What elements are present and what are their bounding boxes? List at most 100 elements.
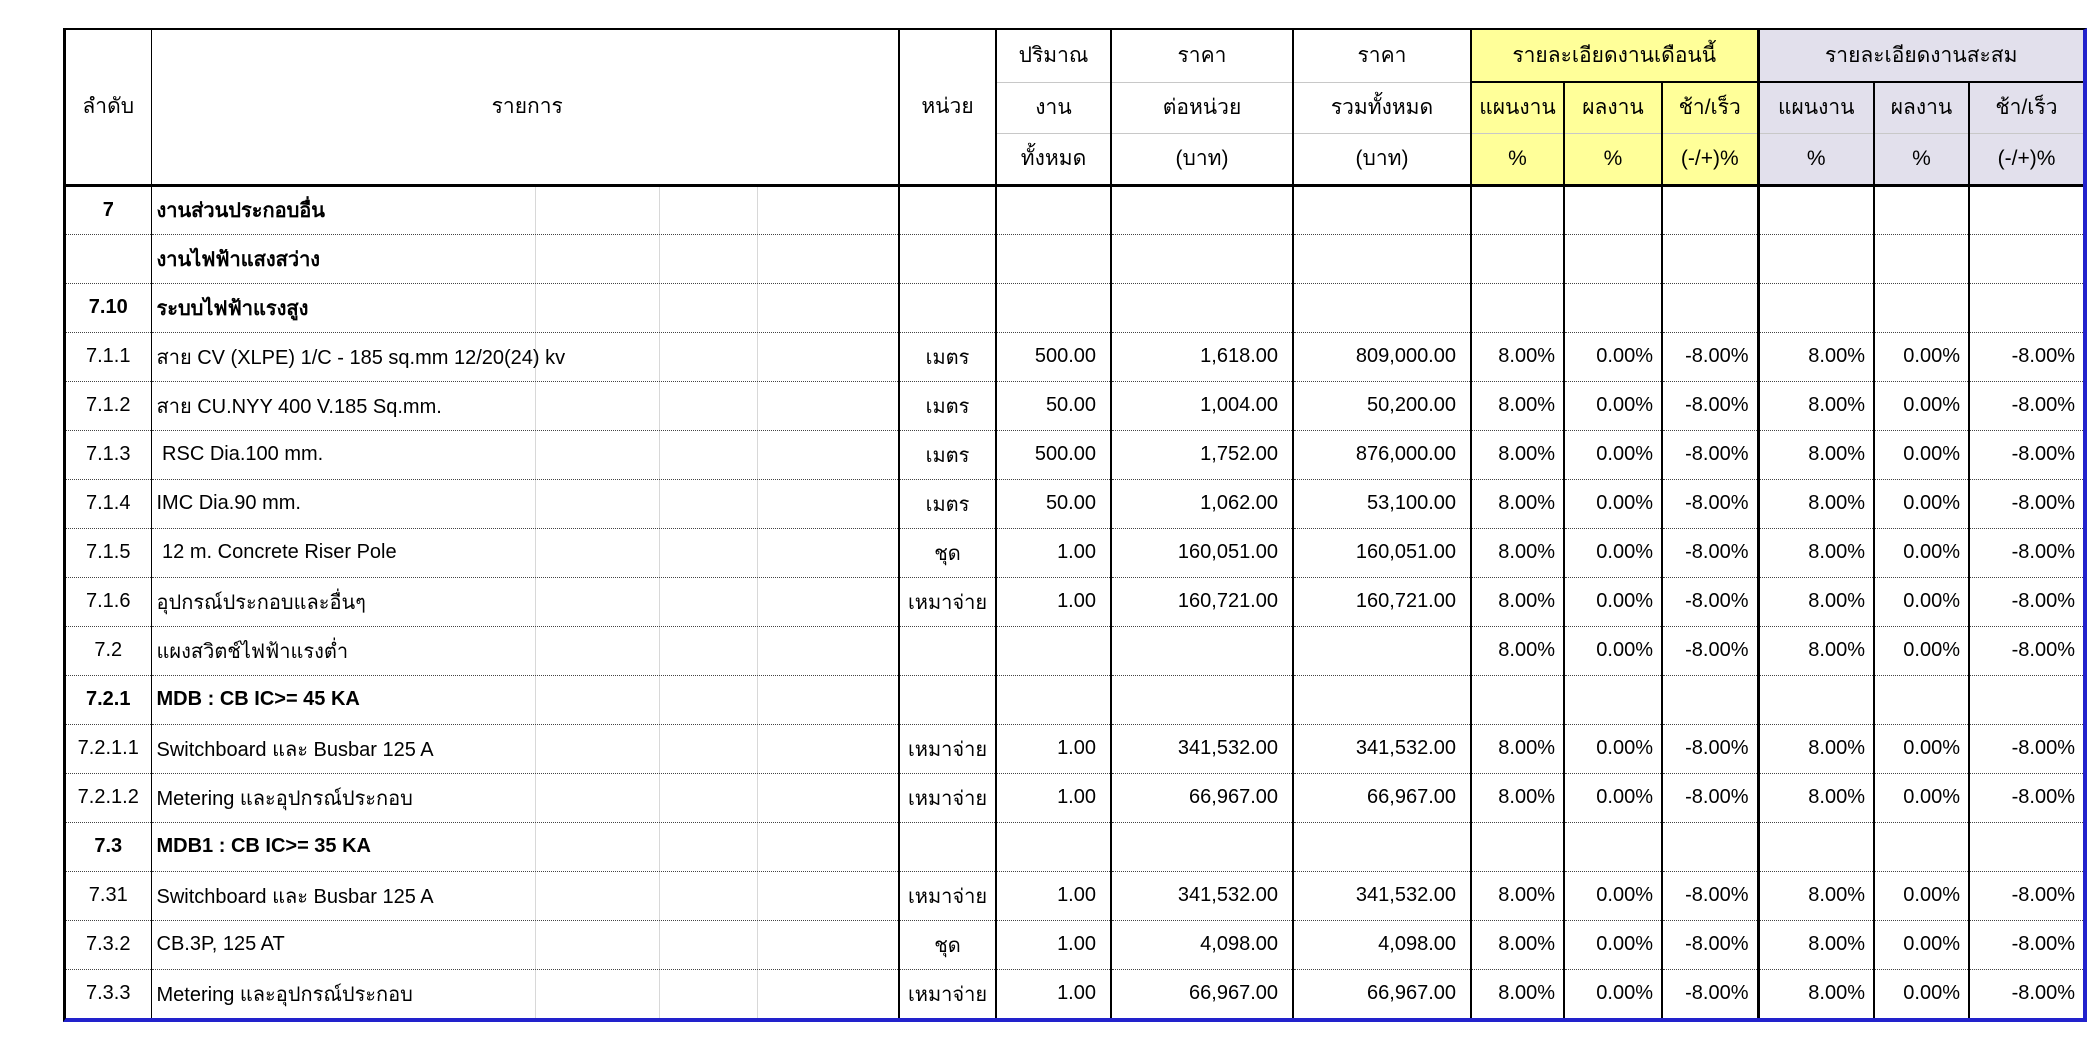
table-row: 7.3.2 CB.3P, 125 AT ชุด 1.00 4,098.00 4,… [66,919,2083,969]
cell-item: RSC Dia.100 mm. [150,429,899,479]
cell-month-actual: 0.00% [1563,331,1662,381]
cell-cumulative-diff: -8.00% [1968,527,2083,577]
cell-month-actual: 0.00% [1563,527,1662,577]
cell-month-diff: -8.00% [1661,478,1758,528]
cell-item: IMC Dia.90 mm. [150,478,899,528]
cell-cumulative-diff: -8.00% [1968,625,2083,675]
cell-total-price: 66,967.00 [1292,968,1471,1018]
cell-item: งานไฟฟ้าแสงสว่าง [150,233,899,283]
cell-item: 12 m. Concrete Riser Pole [150,527,899,577]
cell-unit: เมตร [898,478,996,528]
cell-month-diff: -8.00% [1661,772,1758,822]
cell-cumulative-diff: -8.00% [1968,723,2083,773]
cell-month-actual: 0.00% [1563,919,1662,969]
cell-total-price: 66,967.00 [1292,772,1471,822]
cell-unit-price: 1,618.00 [1110,331,1293,381]
cell-cumulative-actual: 0.00% [1873,429,1969,479]
cell-month-diff: -8.00% [1661,527,1758,577]
cell-month-actual [1563,674,1662,724]
cell-unit-price: 160,051.00 [1110,527,1293,577]
cell-month-plan: 8.00% [1470,478,1564,528]
cell-month-plan: 8.00% [1470,625,1564,675]
cell-total-price [1292,625,1471,675]
header-qty-line1: ปริมาณ [995,30,1111,82]
cell-cumulative-actual: 0.00% [1873,380,1969,430]
cell-no: 7.3 [66,821,151,871]
cell-unit-price: 66,967.00 [1110,968,1293,1018]
cell-total-price [1292,674,1471,724]
cell-cumulative-diff: -8.00% [1968,331,2083,381]
cell-month-actual: 0.00% [1563,723,1662,773]
cell-cumulative-plan: 8.00% [1756,429,1874,479]
table-row: 7.2 แผงสวิตช์ไฟฟ้าแรงต่ำ 8.00% 0.00% -8.… [66,625,2083,675]
cell-cumulative-plan: 8.00% [1756,919,1874,969]
cell-no: 7.1.4 [66,478,151,528]
header-qty-line3: ทั้งหมด [995,132,1111,185]
cell-cumulative-diff [1968,821,2083,871]
cell-cumulative-actual: 0.00% [1873,968,1969,1018]
cell-no: 7.3.3 [66,968,151,1018]
cell-unit: ชุด [898,919,996,969]
cell-unit-price: 66,967.00 [1110,772,1293,822]
cell-month-plan [1470,282,1564,332]
cell-unit-price: 341,532.00 [1110,870,1293,920]
cell-qty: 1.00 [995,968,1111,1018]
cell-cumulative-diff: -8.00% [1968,576,2083,626]
cell-month-plan [1470,674,1564,724]
cell-total-price [1292,821,1471,871]
cell-cumulative-plan: 8.00% [1756,723,1874,773]
cell-month-plan [1470,821,1564,871]
cell-unit-price [1110,185,1293,234]
header-item: รายการ [150,30,899,185]
cell-no: 7.3.2 [66,919,151,969]
cell-total-price: 160,051.00 [1292,527,1471,577]
cell-cumulative-diff: -8.00% [1968,870,2083,920]
cell-unit [898,282,996,332]
cell-cumulative-actual: 0.00% [1873,478,1969,528]
cell-cumulative-plan [1756,821,1874,871]
cell-no: 7.1.3 [66,429,151,479]
cell-unit-price: 4,098.00 [1110,919,1293,969]
cell-month-diff: -8.00% [1661,968,1758,1018]
cell-unit [898,821,996,871]
cell-cumulative-actual [1873,282,1969,332]
header-unit-price-line1: ราคา [1110,30,1293,82]
cell-month-diff: -8.00% [1661,576,1758,626]
cell-month-actual: 0.00% [1563,870,1662,920]
cell-month-diff [1661,282,1758,332]
cell-month-actual: 0.00% [1563,380,1662,430]
cell-unit: เมตร [898,429,996,479]
cell-month-actual [1563,233,1662,283]
cell-qty [995,625,1111,675]
cell-cumulative-plan: 8.00% [1756,772,1874,822]
table-row: 7.1.1 สาย CV (XLPE) 1/C - 185 sq.mm 12/2… [66,331,2083,381]
cell-total-price [1292,233,1471,283]
cell-item: สาย CV (XLPE) 1/C - 185 sq.mm 12/20(24) … [150,331,899,381]
cell-no: 7.2.1.1 [66,723,151,773]
header-cumulative-group-title: รายละเอียดงานสะสม [1756,30,2083,82]
cell-qty [995,282,1111,332]
cell-month-diff: -8.00% [1661,331,1758,381]
cell-no [66,233,151,283]
table-header: ลำดับ รายการ หน่วย ปริมาณ ราคา ราคา รายล… [66,30,2083,185]
cell-month-actual: 0.00% [1563,625,1662,675]
cell-cumulative-diff: -8.00% [1968,772,2083,822]
cell-item: Metering และอุปกรณ์ประกอบ [150,772,899,822]
cell-cumulative-plan [1756,185,1874,234]
cell-cumulative-actual: 0.00% [1873,331,1969,381]
cell-total-price: 809,000.00 [1292,331,1471,381]
header-cumulative-diff-unit: (-/+)% [1968,132,2083,185]
table-row: 7 งานส่วนประกอบอื่น [66,185,2083,234]
cell-no: 7.1.2 [66,380,151,430]
cell-unit-price: 160,721.00 [1110,576,1293,626]
cell-cumulative-actual: 0.00% [1873,919,1969,969]
cell-month-diff [1661,233,1758,283]
cell-unit: เหมาจ่าย [898,723,996,773]
header-cumulative-plan: แผนงาน [1756,81,1874,133]
cell-month-plan [1470,233,1564,283]
cell-month-actual: 0.00% [1563,968,1662,1018]
cell-cumulative-actual: 0.00% [1873,772,1969,822]
cell-cumulative-diff [1968,185,2083,234]
header-unit-price-line2: ต่อหน่วย [1110,81,1293,133]
cell-total-price: 341,532.00 [1292,723,1471,773]
